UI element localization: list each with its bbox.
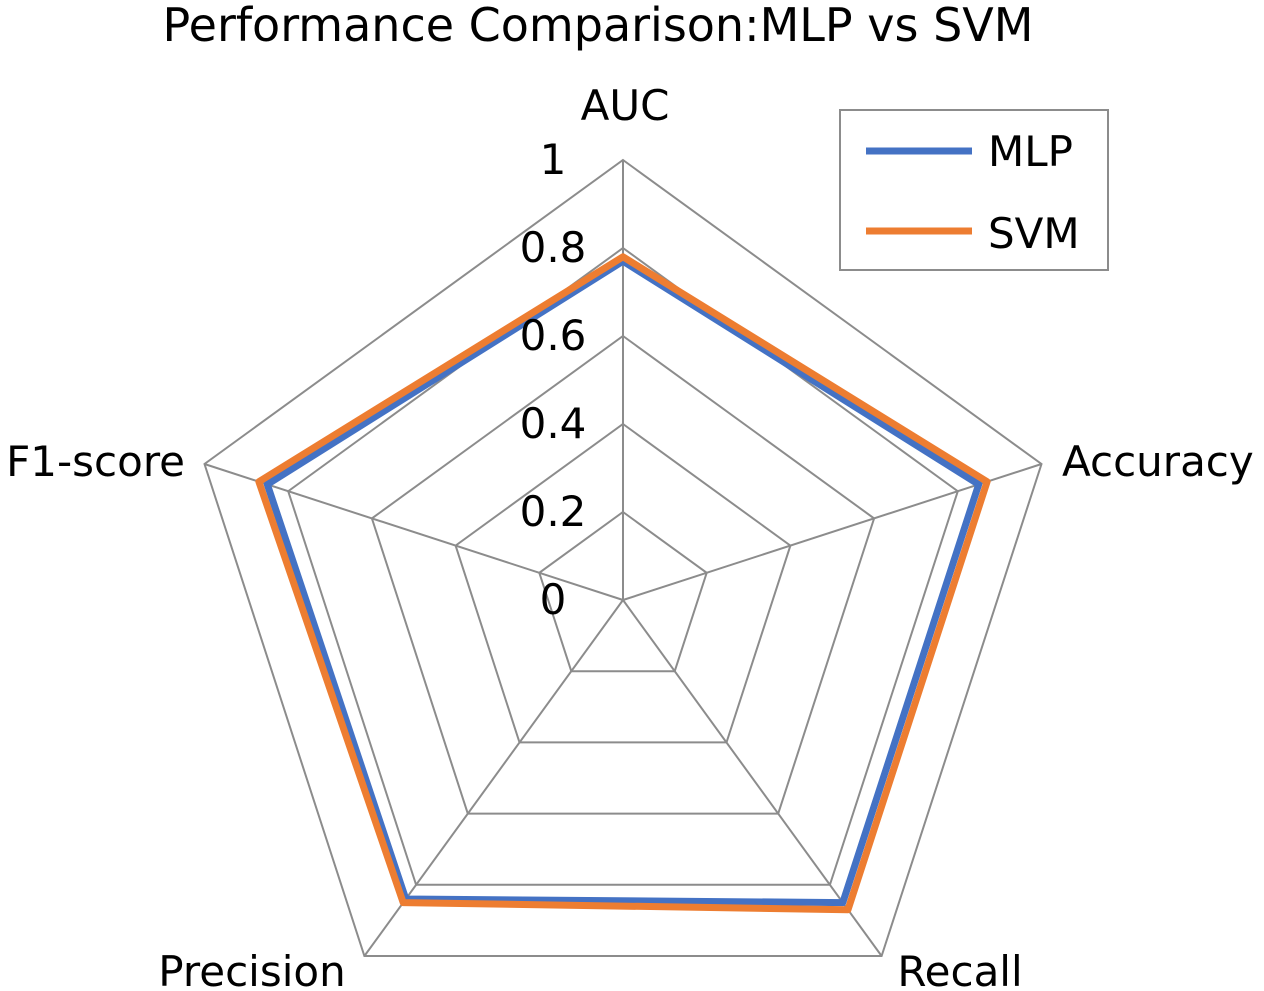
tick-label: 0.8 <box>520 223 587 272</box>
legend: MLP SVM <box>839 109 1109 271</box>
series-svm <box>255 253 991 914</box>
grid-layer <box>203 158 1043 957</box>
axis-spoke <box>622 599 883 957</box>
axis-label-f1-score: F1-score <box>6 437 185 486</box>
legend-label-svm: SVM <box>988 209 1080 258</box>
axis-label-recall: Recall <box>897 947 1022 991</box>
tick-label: 1 <box>540 135 567 184</box>
grid-ring <box>203 158 1043 957</box>
legend-box <box>839 109 1109 271</box>
radial-tick-labels: 0 0.2 0.4 0.6 0.8 1 <box>520 135 587 624</box>
axis-spoke <box>622 463 1042 601</box>
tick-label: 0.6 <box>520 311 587 360</box>
tick-label: 0 <box>540 575 567 624</box>
series-mlp <box>263 257 983 907</box>
series-layer <box>255 253 991 914</box>
axis-spoke <box>204 463 624 601</box>
tick-label: 0.4 <box>520 399 587 448</box>
chart-title: Performance Comparison:MLP vs SVM <box>163 0 1034 52</box>
axis-labels: AUC Accuracy Recall Precision F1-score <box>6 81 1254 991</box>
grid-ring <box>287 246 959 886</box>
axis-label-accuracy: Accuracy <box>1062 437 1254 486</box>
axis-label-auc: AUC <box>581 81 670 130</box>
axis-label-precision: Precision <box>158 947 345 991</box>
grid-ring <box>454 422 792 744</box>
tick-label: 0.2 <box>520 487 587 536</box>
grid-ring <box>370 334 876 815</box>
grid-ring <box>538 510 708 673</box>
legend-label-mlp: MLP <box>988 127 1073 176</box>
